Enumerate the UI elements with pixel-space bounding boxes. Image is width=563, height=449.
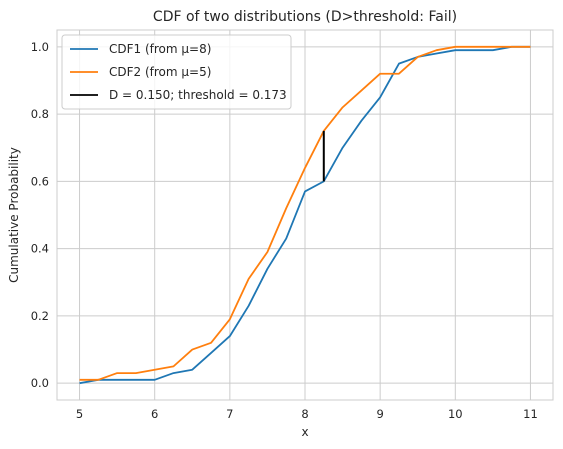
series-layer — [79, 45, 531, 385]
x-tick-label: 8 — [301, 407, 308, 421]
y-tick-label: 0.0 — [31, 376, 49, 390]
x-tick-label: 11 — [523, 407, 538, 421]
legend: CDF1 (from μ=8) CDF2 (from μ=5) D = 0.15… — [61, 34, 292, 110]
y-tick-label: 0.2 — [31, 309, 49, 323]
legend-label-cdf1: CDF1 (from μ=8) — [109, 42, 211, 56]
x-tick-labels: 5 6 7 8 9 10 11 — [76, 407, 538, 421]
y-tick-label: 0.4 — [31, 242, 49, 256]
y-axis-label: Cumulative Probability — [7, 147, 21, 283]
legend-box — [61, 34, 292, 110]
chart-title: CDF of two distributions (D>threshold: F… — [153, 9, 457, 25]
y-tick-labels: 0.0 0.2 0.4 0.6 0.8 1.0 — [31, 40, 49, 390]
x-axis-label: x — [301, 425, 308, 439]
y-tick-label: 1.0 — [31, 40, 49, 54]
x-tick-label: 5 — [76, 407, 83, 421]
axes-frame — [56, 29, 554, 401]
y-tick-label: 0.8 — [31, 107, 49, 121]
x-tick-label: 6 — [151, 407, 158, 421]
legend-label-cdf2: CDF2 (from μ=5) — [109, 65, 211, 79]
y-tick-label: 0.6 — [31, 174, 49, 188]
legend-label-d-line: D = 0.150; threshold = 0.173 — [109, 88, 287, 102]
plot-frame — [56, 29, 554, 401]
x-tick-label: 10 — [448, 407, 463, 421]
x-tick-label: 7 — [226, 407, 233, 421]
x-tick-label: 9 — [376, 407, 383, 421]
